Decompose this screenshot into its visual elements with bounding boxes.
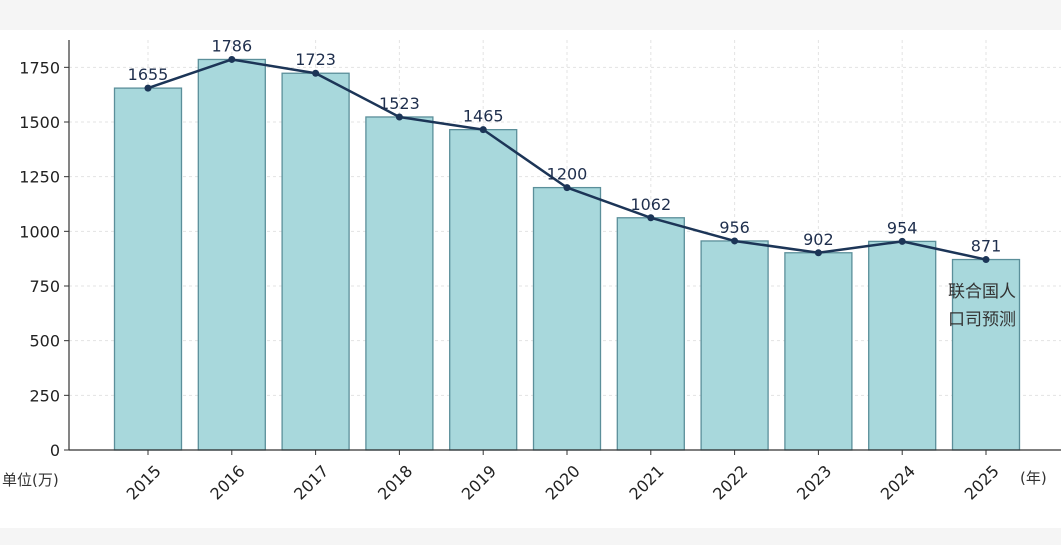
x-tick-label-2018: 2018 [374,461,416,503]
y-tick-label-1750: 1750 [19,58,60,77]
line-point-2019 [479,126,487,134]
data-labels: 1655 1786 1723 1523 1465 1200 1062 956 902 954 871 [128,36,1002,255]
y-tick-labels: 0 250 500 750 1000 1250 1500 1750 [19,58,69,460]
bar-2017 [281,72,350,451]
forecast-annotation: 联合国人 口司预测 [948,282,1021,330]
data-label-2023: 902 [803,230,834,249]
line-point-2025 [982,256,990,264]
bar-2020 [532,186,602,451]
y-tick-label-0: 0 [50,441,60,460]
y-tick-label-250: 250 [29,386,60,405]
line-point-2015 [144,84,152,92]
data-label-2025: 871 [971,237,1002,256]
bar-2024 [868,240,937,451]
data-label-2017: 1723 [295,50,336,69]
data-label-2018: 1523 [379,94,420,113]
x-tick-label-2024: 2024 [877,461,919,503]
bar-2021 [616,217,685,451]
data-label-2024: 954 [887,218,918,237]
trend-line [144,55,990,264]
bars [113,58,1021,451]
line-point-2016 [228,55,236,63]
x-tick-label-2021: 2021 [625,461,667,503]
line-point-2023 [814,249,822,257]
annotation-line-1: 联合国人 [948,282,1016,302]
x-tick-label-2023: 2023 [793,461,835,503]
bar-2018 [365,116,434,451]
line-point-2024 [898,237,906,245]
bar-2025 [951,258,1021,451]
chart-container: 0 250 500 750 1000 1250 1500 1750 2015 2016 2017 2… [0,30,1061,528]
x-tick-labels: 2015 2016 2017 2018 2019 2020 2021 2022 2023 2024… [123,450,1003,504]
data-label-2016: 1786 [211,36,252,55]
bar-2015 [113,87,183,451]
y-tick-label-750: 750 [29,277,60,296]
x-tick-label-2019: 2019 [458,461,500,503]
x-tick-label-2020: 2020 [542,461,584,503]
y-tick-label-1500: 1500 [19,113,60,132]
bar-2016 [197,58,266,451]
data-label-2019: 1465 [463,107,504,126]
y-tick-label-500: 500 [29,332,60,351]
bar-2022 [700,240,769,451]
x-tick-label-2025: 2025 [961,461,1003,503]
data-label-2021: 1062 [630,195,671,214]
line-point-2021 [647,214,655,222]
line-point-2017 [312,69,320,77]
line-point-2018 [395,113,403,121]
axes [68,40,1061,451]
data-label-2022: 956 [719,218,750,237]
x-tick-label-2022: 2022 [709,461,751,503]
y-tick-label-1000: 1000 [19,222,60,241]
line-point-2020 [563,184,571,192]
x-tick-label-2017: 2017 [290,461,332,503]
line-point-2022 [731,237,739,245]
y-tick-label-1250: 1250 [19,168,60,187]
x-axis-unit-label: (年) [1020,469,1047,487]
data-label-2020: 1200 [547,165,588,184]
data-label-2015: 1655 [128,65,169,84]
bar-2019 [449,129,518,451]
annotation-line-2: 口司预测 [948,310,1016,330]
x-tick-label-2016: 2016 [206,461,248,503]
y-axis-unit-label: 单位(万) [2,471,59,489]
x-tick-label-2015: 2015 [123,461,165,503]
bar-2023 [784,252,853,451]
